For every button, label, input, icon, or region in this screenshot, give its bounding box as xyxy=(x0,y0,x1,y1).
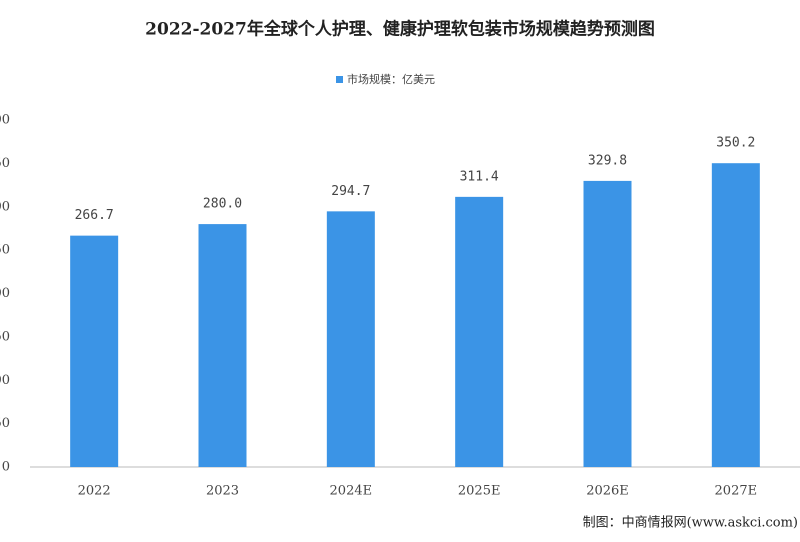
x-tick-label: 2025E xyxy=(458,484,501,499)
y-tick-label: 250 xyxy=(0,243,10,258)
y-tick-label: 50 xyxy=(0,416,10,431)
y-tick-label: 150 xyxy=(0,329,10,344)
x-tick-label: 2023 xyxy=(206,484,239,499)
bar xyxy=(326,211,375,467)
y-tick-label: 400 xyxy=(0,113,10,128)
bar xyxy=(198,224,247,467)
value-label: 266.7 xyxy=(75,208,114,223)
x-tick-label: 2022 xyxy=(78,484,111,499)
y-tick-label: 0 xyxy=(2,460,10,475)
value-label: 311.4 xyxy=(460,169,499,184)
y-tick-label: 300 xyxy=(0,199,10,214)
value-label: 280.0 xyxy=(203,197,242,212)
bar xyxy=(70,235,119,467)
chart-title: 2022-2027年全球个人护理、健康护理软包装市场规模趋势预测图 xyxy=(145,19,655,40)
bar xyxy=(583,180,632,467)
x-tick-label: 2027E xyxy=(715,484,758,499)
bar xyxy=(711,163,760,467)
x-tick-label: 2026E xyxy=(586,484,629,499)
value-label: 329.8 xyxy=(588,153,627,168)
y-tick-label: 100 xyxy=(0,373,10,388)
bar xyxy=(455,196,504,467)
value-label: 350.2 xyxy=(716,136,755,151)
legend-swatch xyxy=(336,76,343,83)
source: 制图：中商情报网(www.askci.com) xyxy=(583,516,798,531)
value-label: 294.7 xyxy=(331,184,370,199)
y-tick-label: 200 xyxy=(0,286,10,301)
x-tick-label: 2024E xyxy=(330,484,373,499)
y-tick-label: 350 xyxy=(0,156,10,171)
legend-label: 市场规模：亿美元 xyxy=(347,72,435,86)
